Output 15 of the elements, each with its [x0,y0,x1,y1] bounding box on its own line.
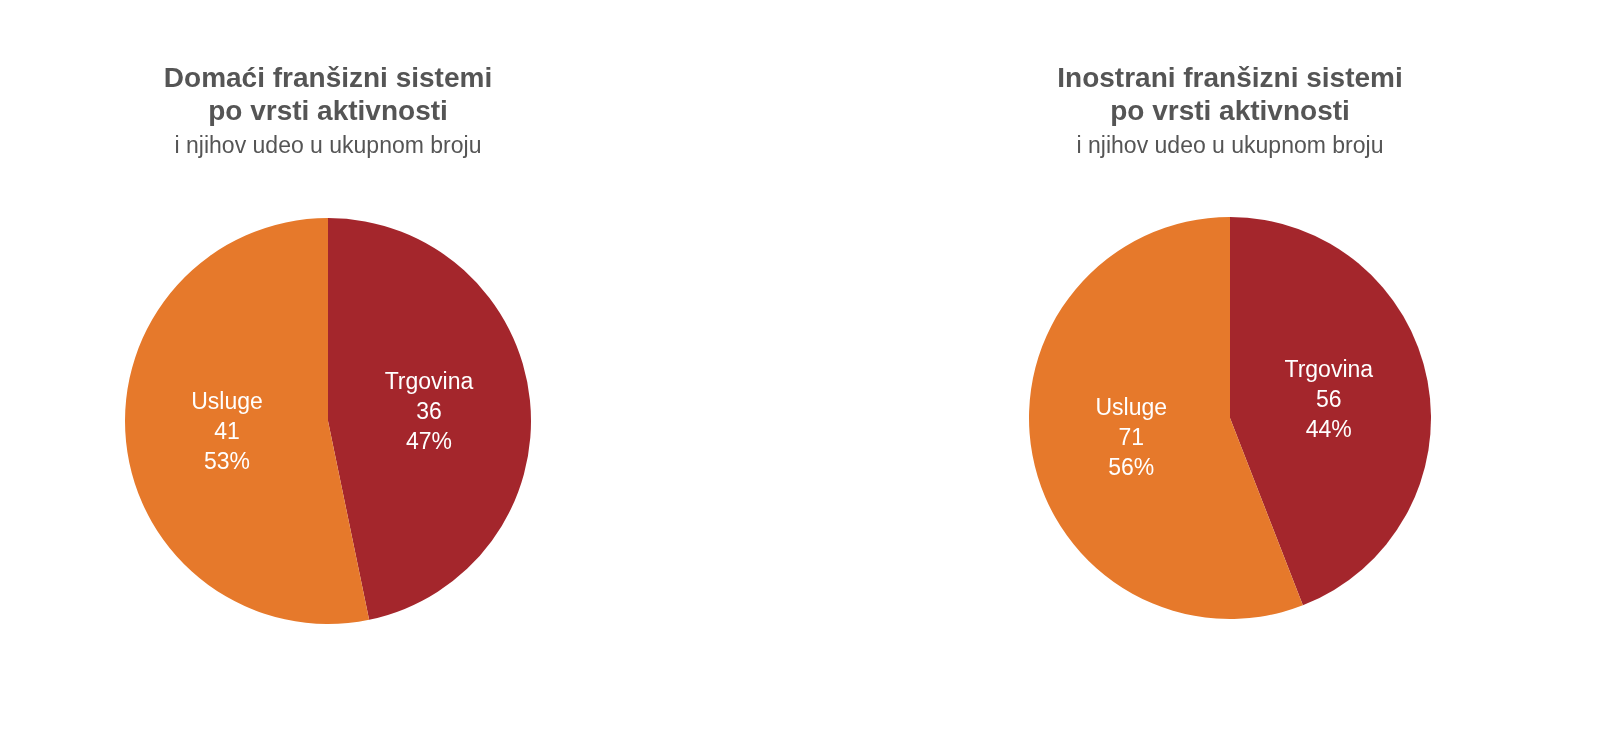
chart-subtitle: i njihov udeo u ukupnom broju [1076,132,1384,158]
pie-slice [1230,217,1431,606]
data-label: 56 44% [1305,386,1352,443]
chart-subtitle: i njihov udeo u ukupnom broju [174,132,482,158]
slice-label: Usluge [1095,393,1168,420]
chart-title: Inostrani franšizni sistemi po vrsti aktivnosti [1057,62,1403,126]
pie-slice [328,218,531,620]
data-label: 36 47% [405,397,452,454]
pie-slice [125,218,370,624]
slice-label: Trgovina [1284,356,1374,383]
data-label: 71 56% [1108,423,1155,480]
slice-label: Trgovina [384,367,474,394]
data-label: 41 53% [204,418,251,475]
slice-label: Usluge [191,388,263,415]
chart-title: Domaći franšizni sistemi po vrsti aktivnosti [163,62,493,126]
